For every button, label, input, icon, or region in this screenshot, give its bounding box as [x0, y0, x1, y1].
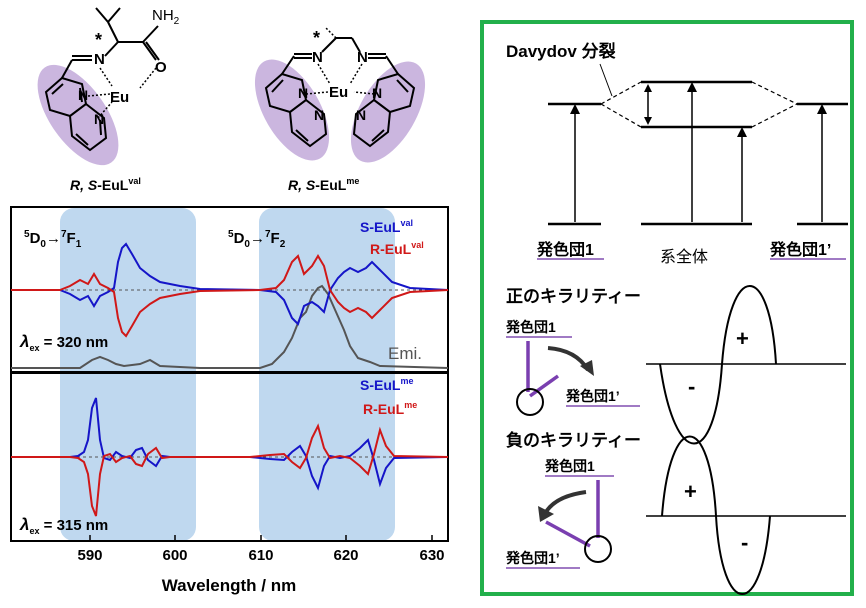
molecule-right-n-py4: N [356, 107, 366, 123]
molecule-left-n-py1: N [78, 87, 88, 103]
molecule-right-n-imine2: N [357, 49, 368, 66]
x-axis-label: Wavelength / nm [162, 576, 296, 595]
positive-label1: 発色団1 [505, 319, 556, 335]
legend-top-s: S-EuLval [360, 218, 413, 235]
purple-highlight-left [37, 64, 119, 166]
label-transition-f2: 5D0→7F2 [228, 229, 286, 250]
positive-label2: 発色団1’ [565, 388, 620, 404]
legend-bottom-r: R-EuLme [363, 400, 417, 417]
positive-sign-minus: - [688, 374, 695, 399]
label-transition-f1: 5D0→7F1 [24, 229, 82, 250]
molecule-left-eu: Eu [110, 89, 129, 106]
x-tick-600: 600 [162, 547, 187, 564]
energy-label-chromophore1p: 発色団1’ [769, 240, 831, 259]
molecule-right-star: * [313, 28, 320, 48]
curve-bottom-r [11, 423, 449, 517]
molecule-left-star: * [95, 30, 102, 50]
molecule-left-label: R, S-EuLval [70, 176, 141, 193]
molecule-left-n-py2: N [94, 111, 104, 127]
x-tick-590: 590 [77, 547, 102, 564]
negative-sign-plus: + [684, 479, 697, 504]
band-f1 [60, 208, 196, 541]
curve-top-s [11, 242, 449, 326]
negative-chirality: 負のキラリティー 発色団1 発色団1’ + - [505, 431, 846, 595]
label-lambda-bottom: λex = 315 nm [19, 515, 108, 536]
negative-sign-minus: - [741, 530, 748, 555]
x-tick-610: 610 [248, 547, 273, 564]
molecule-right: * N N Eu N N N N R, S-EuLme [254, 27, 426, 193]
label-lambda-top: λex = 320 nm [19, 332, 108, 353]
molecule-right-n-py3: N [372, 85, 382, 101]
molecule-right-eu: Eu [329, 84, 348, 101]
label-emission: Emi. [388, 344, 422, 363]
legend-bottom-s: S-EuLme [360, 376, 413, 393]
molecule-right-n-py1: N [298, 85, 308, 101]
positive-chirality: 正のキラリティー 発色団1 発色団1’ + - [505, 285, 846, 445]
negative-label2: 発色団1’ [505, 550, 560, 566]
spectra-panel: 5D0→7F1 5D0→7F2 S-EuLval R-EuLval Emi. λ… [10, 206, 449, 595]
molecule-right-n-py2: N [314, 107, 324, 123]
molecule-left-n-imine: N [94, 51, 105, 68]
negative-title: 負のキラリティー [506, 431, 641, 450]
energy-label-chromophore1: 発色団1 [536, 240, 594, 259]
purple-highlight-right-2 [350, 61, 426, 163]
x-tick-620: 620 [333, 547, 358, 564]
positive-title: 正のキラリティー [506, 287, 641, 306]
band-f2 [259, 208, 395, 541]
negative-label1: 発色団1 [544, 458, 595, 474]
curve-top-r [11, 254, 449, 338]
legend-top-r: R-EuLval [370, 240, 424, 257]
curve-top-emission [11, 284, 449, 369]
energy-diagram: Davydov 分裂 [506, 41, 848, 266]
molecule-right-n-imine1: N [312, 49, 323, 66]
x-tick-630: 630 [419, 547, 444, 564]
davydov-title: Davydov 分裂 [506, 41, 616, 61]
positive-sign-plus: + [736, 326, 749, 351]
theory-box [480, 20, 854, 596]
molecule-left-o: O [155, 59, 167, 76]
energy-label-whole: 系全体 [660, 248, 708, 266]
molecule-left-nh2: NH2 [152, 7, 180, 27]
molecule-right-label: R, S-EuLme [288, 176, 359, 193]
molecule-left: N * NH2 O Eu N N R, S-EuLval [37, 7, 180, 193]
